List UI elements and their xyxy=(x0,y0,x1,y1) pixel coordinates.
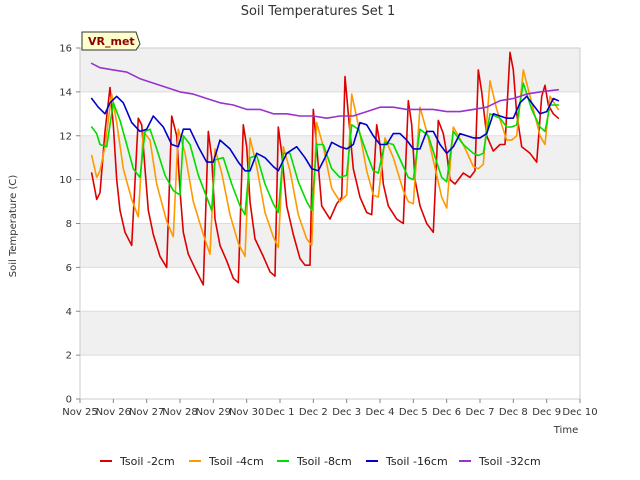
x-tick-label: Nov 27 xyxy=(129,407,164,418)
legend-item: Tsoil -32cm xyxy=(459,455,541,468)
legend-label: Tsoil -2cm xyxy=(119,455,175,468)
x-tick-label: Dec 1 xyxy=(266,407,295,418)
legend-item: Tsoil -16cm xyxy=(366,455,448,468)
y-tick-label: 12 xyxy=(59,131,72,142)
y-tick-label: 10 xyxy=(59,175,72,186)
background-band xyxy=(80,355,580,399)
series-lines xyxy=(90,51,560,286)
legend: Tsoil -2cm Tsoil -4cm Tsoil -8cm Tsoil -16c… xyxy=(100,455,541,468)
y-tick-label: 0 xyxy=(66,395,72,406)
series-line-tsoil-8cm xyxy=(90,82,560,216)
station-badge-label: VR_met xyxy=(88,35,135,48)
background-band xyxy=(80,267,580,312)
x-tick-label: Dec 6 xyxy=(432,407,461,418)
chart-title: Soil Temperatures Set 1 xyxy=(241,4,396,19)
x-tick-label: Nov 30 xyxy=(229,407,264,418)
legend-item: Tsoil -4cm xyxy=(189,455,264,468)
x-tick-label: Dec 3 xyxy=(332,407,361,418)
x-axis-title: Time xyxy=(553,425,578,436)
legend-label: Tsoil -4cm xyxy=(208,455,264,468)
x-tick-label: Nov 26 xyxy=(96,407,131,418)
series-line-tsoil-16cm xyxy=(90,95,560,172)
y-axis-ticks: 0 2 4 6 8 10 12 14 16 xyxy=(59,44,80,406)
legend-label: Tsoil -32cm xyxy=(478,455,541,468)
y-tick-label: 14 xyxy=(59,87,72,98)
x-tick-label: Dec 2 xyxy=(299,407,328,418)
x-tick-label: Nov 29 xyxy=(196,407,231,418)
x-tick-label: Dec 5 xyxy=(399,407,428,418)
x-tick-label: Nov 28 xyxy=(162,407,197,418)
legend-item: Tsoil -8cm xyxy=(277,455,352,468)
y-tick-label: 4 xyxy=(66,307,72,318)
background-band xyxy=(80,48,580,92)
background-band xyxy=(80,91,580,136)
background-band xyxy=(80,223,580,268)
background-band xyxy=(80,179,580,224)
x-tick-label: Dec 8 xyxy=(499,407,528,418)
y-tick-label: 2 xyxy=(66,351,72,362)
x-tick-label: Dec 9 xyxy=(532,407,561,418)
series-line-tsoil-4cm xyxy=(90,69,560,258)
y-tick-label: 8 xyxy=(66,219,72,230)
x-tick-label: Dec 10 xyxy=(562,407,597,418)
station-badge-box xyxy=(81,31,141,51)
y-axis-title: Soil Temperature (C) xyxy=(8,175,19,278)
y-tick-label: 16 xyxy=(59,44,72,55)
series-line-tsoil-32cm xyxy=(90,62,560,119)
legend-item: Tsoil -2cm xyxy=(100,455,175,468)
y-tick-label: 6 xyxy=(66,263,72,274)
x-tick-label: Nov 25 xyxy=(62,407,97,418)
x-tick-label: Dec 4 xyxy=(366,407,395,418)
x-tick-label: Dec 7 xyxy=(466,407,495,418)
station-badge: VR_met xyxy=(81,31,141,51)
background-band xyxy=(80,311,580,356)
series-line-tsoil-2cm xyxy=(90,51,560,286)
legend-label: Tsoil -16cm xyxy=(385,455,448,468)
legend-label: Tsoil -8cm xyxy=(296,455,352,468)
